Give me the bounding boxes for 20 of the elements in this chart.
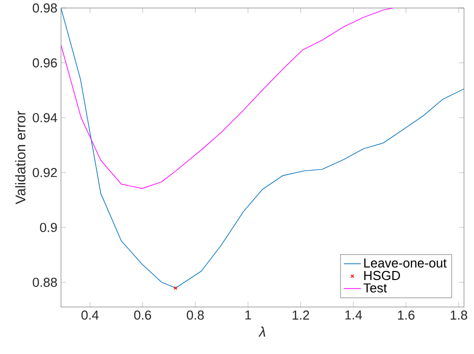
y-tick-label: 0.92 [32,168,57,178]
y-tick-label: 0.96 [32,58,57,68]
x-tick-label: 0.6 [134,310,152,320]
legend-label: Test [364,283,387,292]
x-tick-label: 1.6 [398,310,414,320]
x-tick-label: 1.4 [345,310,362,320]
y-axis-title: Validation error [15,110,26,204]
legend-label: HSGD [364,270,400,280]
y-tick-label: 0.88 [32,278,57,287]
y-tick-label: 0.94 [32,113,58,122]
x-axis-title: λ [258,326,266,337]
y-tick-label: 0.9 [40,222,57,232]
x-tick-label: 0.4 [81,310,99,320]
line-series [61,8,394,189]
x-tick-label: 0.8 [186,310,204,320]
x-tick-label: 1.8 [450,310,468,320]
y-tick-label: 0.98 [32,3,57,13]
legend-label: Leave-one-out [364,258,447,268]
x-tick-label: 1 [245,310,251,320]
x-tick-label: 1.2 [292,310,310,320]
